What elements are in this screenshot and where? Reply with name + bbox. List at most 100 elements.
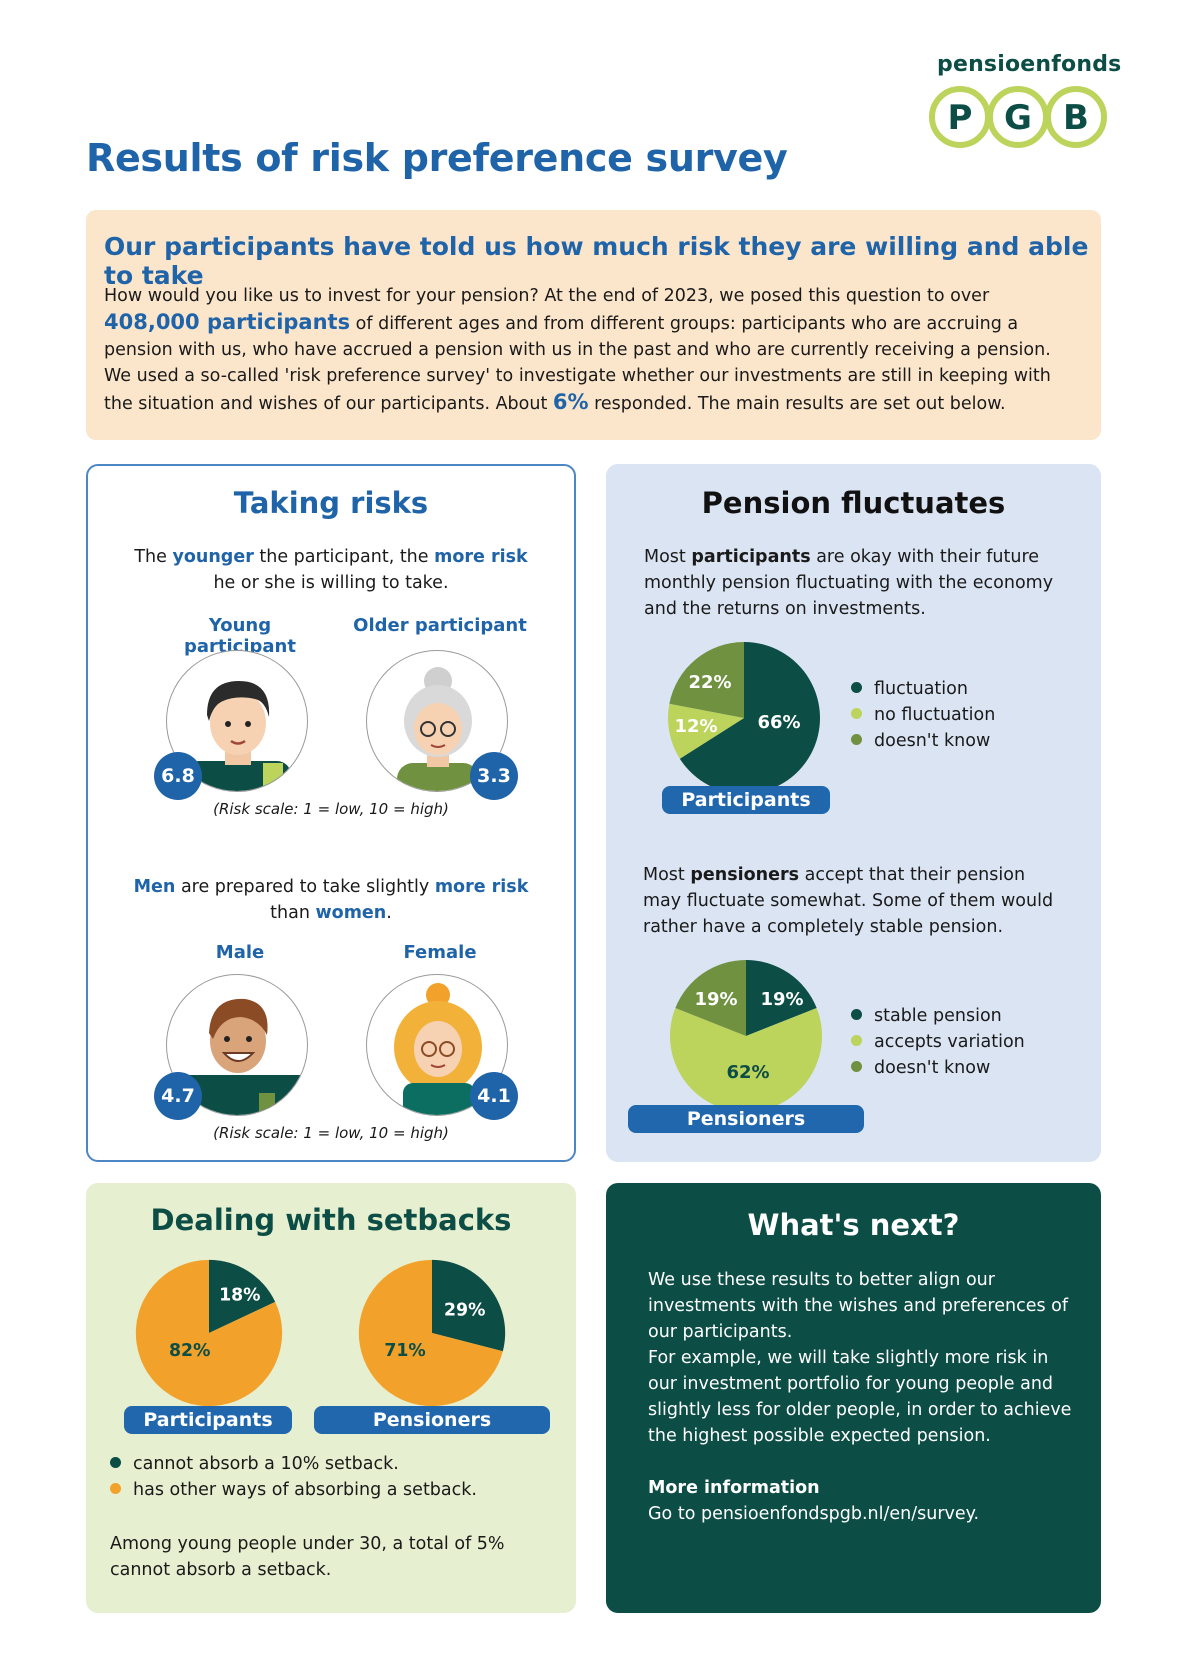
- legend-item: doesn't know: [851, 1055, 1081, 1081]
- legend-label: cannot absorb a 10% setback.: [133, 1454, 399, 1474]
- young-score-badge: 6.8: [154, 752, 202, 800]
- legend-item: no fluctuation: [851, 702, 1071, 728]
- pie-label-other-ways: 71%: [384, 1341, 425, 1361]
- pie-slice-no-fluctuation: [668, 703, 744, 759]
- older-woman-illustration: [397, 667, 479, 791]
- older-score-badge: 3.3: [470, 752, 518, 800]
- text-part: .: [386, 903, 392, 923]
- fluctuation-legend: fluctuation no fluctuation doesn't know: [851, 676, 1071, 754]
- intro-heading: Our participants have told us how much r…: [104, 232, 1089, 290]
- legend-item: cannot absorb a 10% setback.: [110, 1451, 560, 1477]
- pensioners-fluctuation-pie: 19% 62% 19%: [670, 960, 822, 1112]
- page-title: Results of risk preference survey: [86, 136, 788, 180]
- pie-slice-has-other-ways-of-absorbing-a-setback: [358, 1259, 503, 1407]
- pie-label-fluctuation: 66%: [757, 712, 800, 733]
- pensioners-setback-pie: 29% 71%: [358, 1259, 506, 1407]
- pie-slice-has-other-ways-of-absorbing-a-setback: [135, 1259, 283, 1407]
- svg-text:P: P: [948, 98, 973, 138]
- legend-dot: [851, 707, 862, 719]
- pie-slice-fluctuation: [679, 642, 820, 794]
- participants-pill: Participants: [662, 786, 830, 814]
- pie-slices: [668, 642, 820, 794]
- svg-text:B: B: [1063, 98, 1089, 138]
- whats-next-paragraph: We use these results to better align our…: [648, 1270, 1069, 1342]
- pie-label-accepts-variation: 62%: [726, 1062, 769, 1083]
- text-part: Most: [643, 865, 691, 885]
- legend-dot: [851, 1008, 862, 1020]
- male-label: Male: [215, 942, 265, 963]
- pie-label-doesnt-know: 19%: [694, 989, 737, 1010]
- pie-slices: [670, 960, 822, 1112]
- text-emphasis: pensioners: [690, 865, 800, 885]
- older-participant-label: Older participant: [353, 615, 527, 636]
- legend-dot: [851, 1060, 862, 1072]
- text-emphasis: participants: [691, 547, 811, 567]
- pie-slices: [358, 1259, 506, 1407]
- more-information-title: More information: [648, 1478, 820, 1498]
- pie-slice-cannot-absorb-a-10-setback: [209, 1259, 276, 1333]
- pie-slice-doesn-t-know: [675, 960, 746, 1036]
- intro-body: How would you like us to invest for your…: [104, 283, 1064, 417]
- intro-text-3: responded. The main results are set out …: [588, 394, 1006, 414]
- intro-text-2: of different ages and from different gro…: [104, 314, 1051, 414]
- legend-label: accepts variation: [874, 1032, 1025, 1052]
- text-emphasis: younger: [172, 547, 254, 567]
- legend-label: doesn't know: [874, 731, 991, 751]
- text-emphasis: more risk: [434, 547, 528, 567]
- text-part: he or she is willing to take.: [213, 573, 449, 593]
- text-part: are prepared to take slightly: [175, 877, 435, 897]
- whats-next-heading: What's next?: [747, 1208, 960, 1242]
- legend-label: no fluctuation: [874, 705, 996, 725]
- pie-label-other-ways: 82%: [169, 1341, 210, 1361]
- participants-fluctuation-text: Most participants are okay with their fu…: [644, 544, 1064, 622]
- pie-slice-cannot-absorb-a-10-setback: [432, 1259, 506, 1352]
- more-information-link[interactable]: Go to pensioenfondspgb.nl/en/survey.: [648, 1504, 980, 1524]
- young-setback-note: Among young people under 30, a total of …: [110, 1534, 505, 1580]
- female-label: Female: [403, 942, 477, 963]
- pie-slice-doesn-t-know: [669, 642, 744, 718]
- pie-slice-accepts-variation: [670, 1008, 822, 1112]
- participants-setback-pie: 18% 82%: [135, 1259, 283, 1407]
- legend-label: has other ways of absorbing a setback.: [133, 1480, 477, 1500]
- text-part: accept that their pension may fluctuate …: [643, 865, 1054, 937]
- pensioners-setback-pill: Pensioners: [314, 1406, 550, 1434]
- legend-dot: [110, 1482, 121, 1494]
- risk-scale-note: (Risk scale: 1 = low, 10 = high): [213, 800, 449, 818]
- pie-label-cannot-absorb: 29%: [444, 1301, 485, 1321]
- pie-slice-stable-pension: [746, 960, 817, 1036]
- legend-item: accepts variation: [851, 1029, 1081, 1055]
- text-emphasis: more risk: [434, 877, 529, 897]
- age-risk-text: The younger the participant, the more ri…: [86, 544, 576, 596]
- pension-fluctuates-heading: Pension fluctuates: [701, 486, 1006, 520]
- legend-dot: [110, 1456, 121, 1468]
- taking-risks-panel: [86, 464, 576, 1162]
- legend-label: doesn't know: [874, 1058, 991, 1078]
- gender-risk-text: Men are prepared to take slightly more r…: [86, 874, 576, 926]
- legend-dot: [851, 733, 862, 745]
- legend-item: has other ways of absorbing a setback.: [110, 1477, 560, 1503]
- setbacks-panel: [86, 1183, 576, 1613]
- pie-label-cannot-absorb: 18%: [219, 1285, 260, 1305]
- legend-label: stable pension: [874, 1006, 1002, 1026]
- pgb-logo: P G B: [929, 86, 1107, 148]
- risk-scale-note-2: (Risk scale: 1 = low, 10 = high): [213, 1124, 449, 1142]
- taking-risks-heading: Taking risks: [233, 486, 429, 520]
- text-part: than: [270, 903, 316, 923]
- woman-illustration: [394, 983, 482, 1115]
- pie-label-no-fluctuation: 12%: [674, 716, 717, 737]
- female-score-badge: 4.1: [470, 1072, 518, 1120]
- text-part: Most: [644, 547, 692, 567]
- participants-setback-pill: Participants: [124, 1406, 292, 1434]
- pensioners-legend: stable pension accepts variation doesn't…: [851, 1003, 1081, 1081]
- text-emphasis: women: [315, 903, 387, 923]
- legend-item: fluctuation: [851, 676, 1071, 702]
- participant-count: 408,000 participants: [104, 310, 351, 334]
- pie-slices: [135, 1259, 283, 1407]
- pie-label-doesnt-know: 22%: [688, 672, 731, 693]
- legend-item: stable pension: [851, 1003, 1081, 1029]
- whats-next-body: We use these results to better align our…: [648, 1267, 1078, 1527]
- text-part: The: [134, 547, 173, 567]
- pensioners-pill: Pensioners: [628, 1105, 864, 1133]
- legend-dot: [851, 1034, 862, 1046]
- logo-wordmark: pensioenfonds: [937, 52, 1122, 77]
